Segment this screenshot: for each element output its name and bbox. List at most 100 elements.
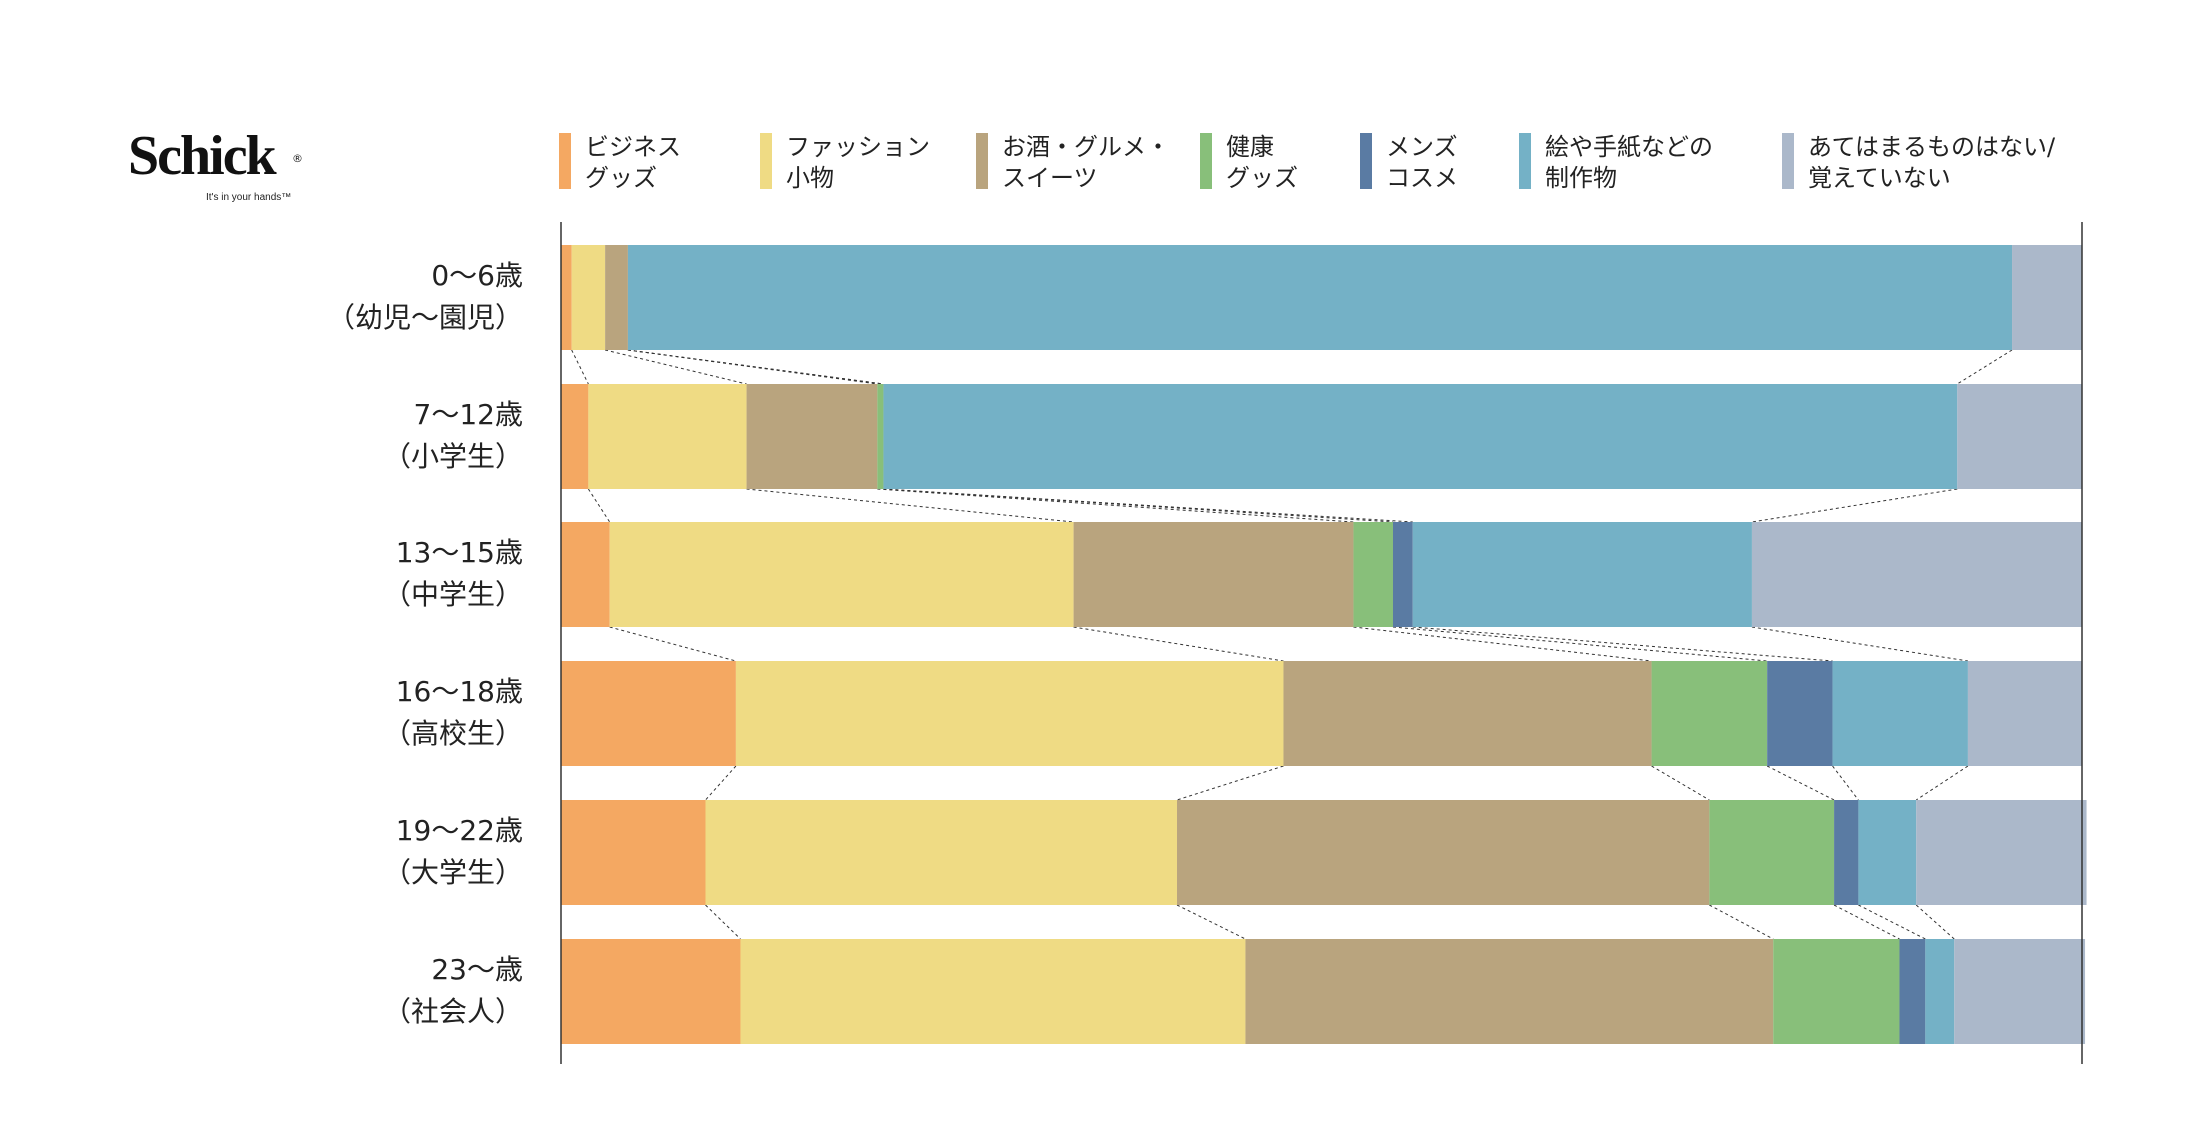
connector-line-3-6: [1915, 765, 1969, 801]
bar-segment-3-0: [561, 661, 736, 766]
bar-segment-1-1: [588, 384, 747, 489]
logo-brand: Schick: [128, 125, 277, 187]
legend-label-2-1: スイーツ: [1002, 164, 1098, 192]
bar-segment-3-2: [1283, 661, 1652, 766]
connector-line-0-2: [604, 349, 747, 385]
bar-segment-4-5: [1858, 800, 1917, 905]
category-label-5-0: 23～歳: [431, 953, 523, 986]
connector-line-2-4: [1392, 626, 1768, 662]
bar-segment-5-3: [1773, 939, 1900, 1044]
bar-segment-1-5: [883, 384, 1958, 489]
connector-line-1-4: [883, 488, 1394, 523]
connector-line-1-3: [877, 488, 1354, 523]
bar-segment-2-1: [609, 522, 1074, 627]
category-label-3-0: 16～18歳: [396, 675, 523, 708]
bar-segment-5-4: [1899, 939, 1926, 1044]
connector-line-3-3: [1651, 765, 1710, 801]
connector-line-3-4: [1766, 765, 1835, 801]
segment-connectors: [571, 349, 2013, 940]
connector-line-2-1: [609, 626, 737, 662]
bar-segment-4-0: [561, 800, 706, 905]
connector-line-2-3: [1353, 626, 1652, 662]
bar-segment-1-6: [1957, 384, 2082, 489]
legend-swatch-2: [976, 133, 988, 189]
bar-segment-3-5: [1832, 661, 1968, 766]
logo-tagline: It's in your hands™: [206, 192, 292, 203]
legend-swatch-3: [1200, 133, 1212, 189]
bar-segment-4-4: [1834, 800, 1859, 905]
legend-label-3-1: グッズ: [1226, 164, 1298, 192]
category-label-2-1: （中学生）: [383, 578, 523, 611]
legend-swatch-0: [559, 133, 571, 189]
bar-segment-1-2: [746, 384, 878, 489]
category-label-4-1: （大学生）: [383, 856, 523, 889]
bar-segment-0-1: [571, 245, 606, 350]
legend-label-6-1: 覚えていない: [1808, 164, 1951, 192]
category-label-0-0: 0～6歳: [431, 259, 523, 292]
connector-line-1-2: [746, 488, 1074, 523]
bar-segment-2-6: [1751, 522, 2082, 627]
category-label-1-0: 7～12歳: [414, 398, 523, 431]
connector-line-4-3: [1709, 904, 1774, 940]
bar-segment-1-0: [561, 384, 589, 489]
legend-label-3-0: 健康: [1226, 133, 1274, 161]
connector-line-4-2: [1176, 904, 1246, 940]
category-label-5-1: （社会人）: [383, 995, 523, 1028]
legend-label-4-1: コスメ: [1386, 164, 1458, 192]
category-label-3-1: （高校生）: [383, 717, 523, 750]
connector-line-0-5: [627, 349, 884, 385]
connector-line-2-6: [1751, 626, 1968, 662]
bar-segment-4-1: [705, 800, 1178, 905]
category-label-1-1: （小学生）: [383, 440, 523, 473]
connector-line-2-5: [1412, 626, 1833, 662]
bar-segment-2-0: [561, 522, 610, 627]
bar-segment-3-4: [1767, 661, 1833, 766]
bar-segment-3-6: [1967, 661, 2082, 766]
bar-segment-5-5: [1925, 939, 1955, 1044]
legend-label-2-0: お酒・グルメ・: [1002, 133, 1170, 161]
bar-segment-4-3: [1709, 800, 1835, 905]
schick-logo: Schick ® It's in your hands™: [128, 128, 328, 208]
legend-label-6-0: あてはまるものはない/: [1808, 133, 2056, 161]
connector-line-3-5: [1832, 765, 1859, 801]
row-labels: 0～6歳 （幼児～園児） 7～12歳 （小学生） 13～15歳 （中学生） 16～18歳 （高…: [327, 259, 523, 1028]
bar-segment-5-2: [1245, 939, 1774, 1044]
connector-line-1-6: [1751, 488, 1958, 523]
legend-swatch-6: [1782, 133, 1794, 189]
bar-segment-0-0: [561, 245, 572, 350]
category-label-0-1: （幼児～園児）: [327, 301, 523, 334]
connector-line-0-6: [1957, 349, 2013, 385]
bar-segment-0-5: [627, 245, 2013, 350]
legend-label-5-0: 絵や手紙などの: [1545, 133, 1713, 161]
bar-segment-4-6: [1916, 800, 2087, 905]
bar-segment-2-2: [1073, 522, 1354, 627]
bar-segment-2-3: [1353, 522, 1393, 627]
connector-line-4-1: [705, 904, 741, 940]
category-label-2-0: 13～15歳: [396, 536, 523, 569]
bar-segment-5-6: [1954, 939, 2086, 1044]
bar-segment-4-2: [1177, 800, 1710, 905]
connector-line-4-6: [1915, 904, 1955, 940]
bar-segment-0-2: [605, 245, 628, 350]
bars: [561, 245, 2087, 1044]
legend-label-4-0: メンズ: [1386, 133, 1458, 161]
bar-segment-5-1: [740, 939, 1246, 1044]
bar-segment-5-0: [561, 939, 741, 1044]
legend-swatch-5: [1519, 133, 1531, 189]
bar-segment-0-6: [2012, 245, 2082, 350]
bar-segment-2-5: [1412, 522, 1752, 627]
connector-line-1-1: [587, 488, 611, 523]
bar-segment-3-3: [1651, 661, 1768, 766]
connector-line-4-5: [1858, 904, 1926, 940]
legend-label-5-1: 制作物: [1545, 164, 1617, 192]
connector-line-1-5: [883, 488, 1413, 523]
category-label-4-0: 19～22歳: [396, 814, 523, 847]
legend-label-0-1: グッズ: [585, 164, 657, 192]
legend-swatch-4: [1360, 133, 1372, 189]
logo-registered-mark: ®: [292, 152, 303, 165]
bar-segment-2-4: [1392, 522, 1413, 627]
legend-label-1-1: 小物: [786, 164, 834, 192]
connector-line-4-4: [1833, 904, 1900, 940]
bar-segment-3-1: [735, 661, 1284, 766]
